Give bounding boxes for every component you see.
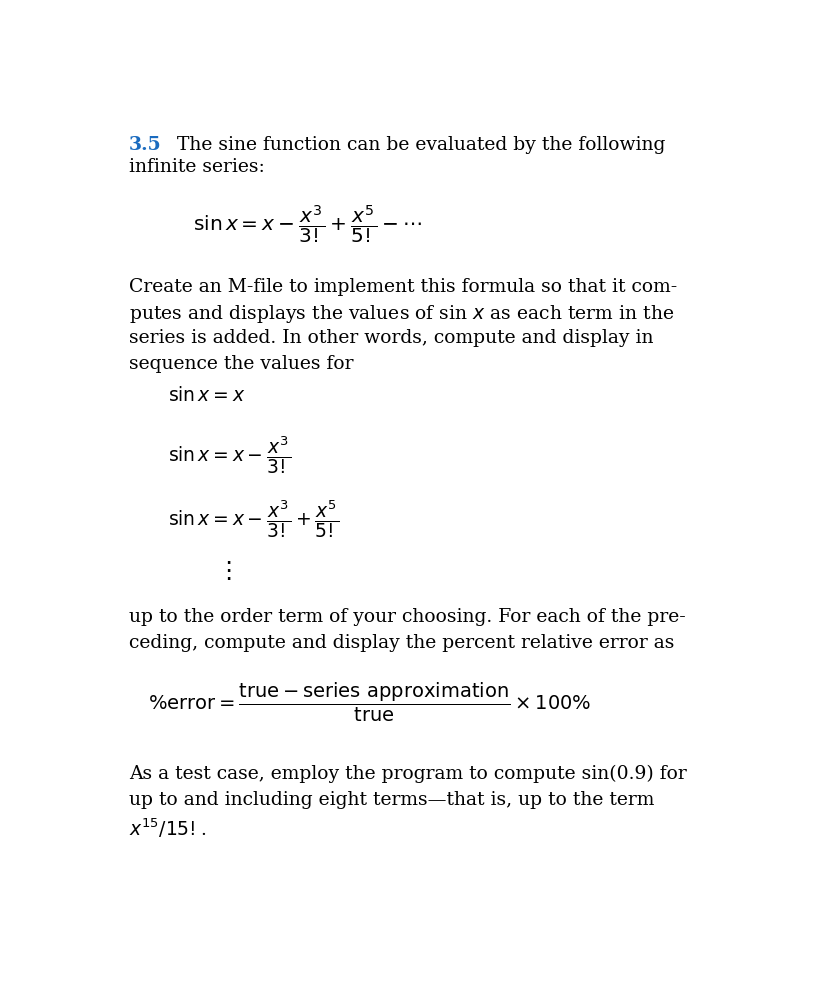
Text: series is added. In other words, compute and display in: series is added. In other words, compute… xyxy=(129,329,653,347)
Text: infinite series:: infinite series: xyxy=(129,158,265,176)
Text: ceding, compute and display the percent relative error as: ceding, compute and display the percent … xyxy=(129,634,674,652)
Text: $\vdots$: $\vdots$ xyxy=(216,560,231,584)
Text: up to the order term of your choosing. For each of the pre-: up to the order term of your choosing. F… xyxy=(129,609,685,626)
Text: up to and including eight terms—that is, up to the term: up to and including eight terms—that is,… xyxy=(129,791,654,808)
Text: 3.5: 3.5 xyxy=(129,136,161,154)
Text: The sine function can be evaluated by the following: The sine function can be evaluated by th… xyxy=(177,136,665,154)
Text: $\sin x = x$: $\sin x = x$ xyxy=(167,386,245,405)
Text: $\sin x = x - \dfrac{x^3}{3!}$: $\sin x = x - \dfrac{x^3}{3!}$ xyxy=(167,434,290,476)
Text: $\mathrm{\%error} = \dfrac{\mathrm{true} - \mathrm{series\ approximation}}{\math: $\mathrm{\%error} = \dfrac{\mathrm{true}… xyxy=(148,681,591,725)
Text: putes and displays the values of sin $x$ as each term in the: putes and displays the values of sin $x$… xyxy=(129,303,673,326)
Text: sequence the values for: sequence the values for xyxy=(129,355,353,373)
Text: As a test case, employ the program to compute sin(0.9) for: As a test case, employ the program to co… xyxy=(129,765,686,783)
Text: $\sin x = x - \dfrac{x^3}{3!} + \dfrac{x^5}{5!} - \cdots$: $\sin x = x - \dfrac{x^3}{3!} + \dfrac{x… xyxy=(193,204,422,246)
Text: Create an M-file to implement this formula so that it com-: Create an M-file to implement this formu… xyxy=(129,278,676,295)
Text: $x^{15}/15!$.: $x^{15}/15!$. xyxy=(129,816,206,840)
Text: $\sin x = x - \dfrac{x^3}{3!} + \dfrac{x^5}{5!}$: $\sin x = x - \dfrac{x^3}{3!} + \dfrac{x… xyxy=(167,498,339,539)
